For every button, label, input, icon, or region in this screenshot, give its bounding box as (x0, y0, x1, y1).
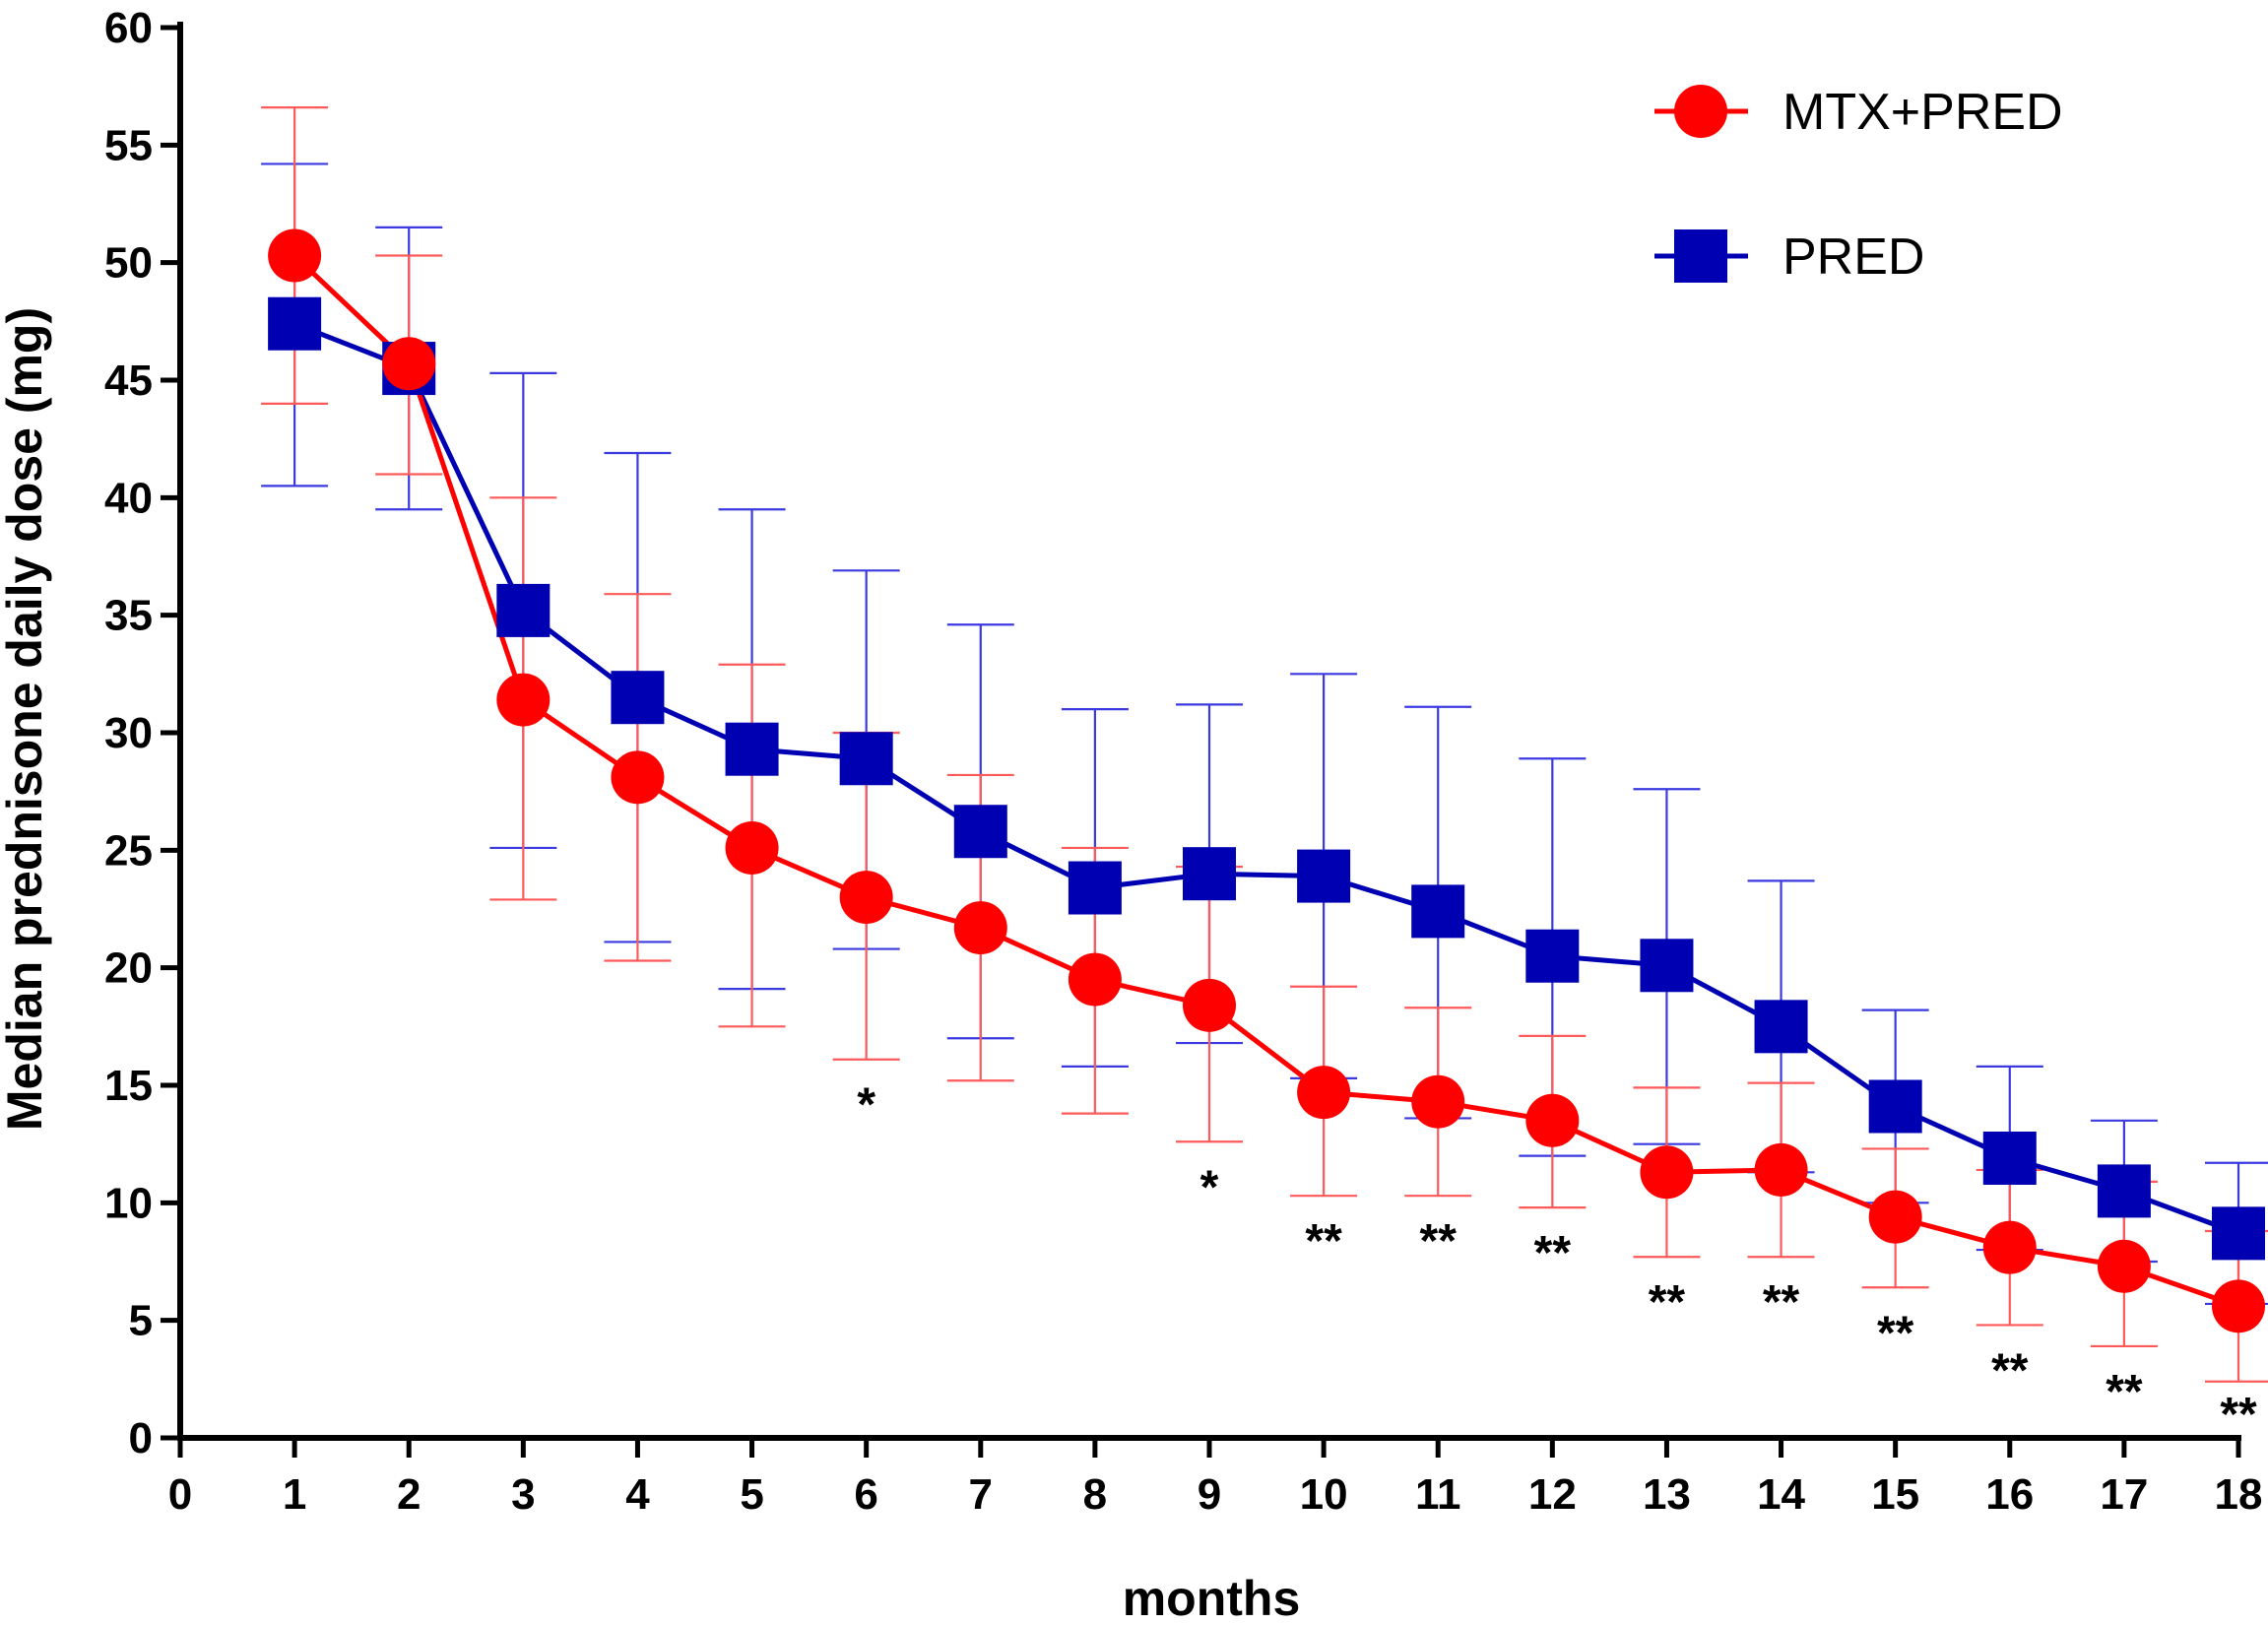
series-line-mtx-pred (292, 253, 2239, 1309)
data-point-pred (1525, 929, 1580, 983)
data-point-pred (2097, 1164, 2151, 1218)
y-tick-label: 25 (104, 826, 153, 875)
data-point-mtx-pred (1183, 978, 1236, 1032)
x-tick-label: 16 (1985, 1470, 2034, 1519)
legend-label: MTX+PRED (1782, 84, 2063, 141)
x-tick-label: 10 (1300, 1470, 1348, 1519)
y-tick-label: 45 (104, 357, 153, 405)
x-tick-label: 6 (854, 1470, 877, 1519)
significance-annotations: **** ** **** ****** ** ** (857, 1079, 2257, 1441)
y-tick-label: 35 (104, 592, 153, 640)
x-tick-label: 17 (2100, 1470, 2148, 1519)
data-point-pred (1868, 1079, 1922, 1134)
data-point-pred (268, 296, 322, 351)
data-point-mtx-pred (1640, 1145, 1694, 1200)
x-tick-label: 3 (511, 1470, 535, 1519)
y-tick-label: 10 (104, 1179, 153, 1227)
significance-marker: ** (2106, 1366, 2143, 1418)
data-point-pred (1411, 884, 1465, 939)
data-point-pred (725, 722, 779, 776)
y-tick-label: 55 (104, 121, 153, 169)
x-tick-label: 8 (1083, 1470, 1107, 1519)
x-tick-label: 14 (1757, 1470, 1805, 1519)
data-point-mtx-pred (953, 901, 1007, 955)
data-point-mtx-pred (725, 820, 779, 875)
x-axis-title: months (1123, 1571, 1301, 1625)
data-point-pred (496, 583, 551, 637)
data-point-mtx-pred (2097, 1239, 2151, 1293)
data-point-mtx-pred (496, 673, 551, 727)
data-point-pred (1297, 849, 1351, 903)
y-tick-label: 30 (104, 709, 153, 757)
data-point-mtx-pred (382, 337, 436, 391)
significance-marker: ** (1305, 1215, 1342, 1268)
y-tick-label: 5 (129, 1297, 153, 1345)
significance-marker: ** (2220, 1389, 2257, 1441)
x-tick-label: 11 (1415, 1470, 1461, 1519)
x-tick-label: 13 (1643, 1470, 1691, 1519)
y-tick-label: 0 (129, 1414, 153, 1462)
data-point-mtx-pred (1982, 1220, 2037, 1274)
data-point-mtx-pred (1868, 1190, 1922, 1244)
data-point-mtx-pred (268, 228, 322, 283)
data-point-pred (1640, 939, 1694, 993)
x-tick-label: 1 (283, 1470, 306, 1519)
significance-marker: ** (1534, 1227, 1572, 1279)
data-point-mtx-pred (1754, 1142, 1808, 1197)
data-point-pred (839, 732, 893, 786)
data-point-mtx-pred (2212, 1279, 2265, 1333)
legend-label: PRED (1782, 228, 1924, 286)
data-point-pred (1068, 861, 1122, 915)
x-tick-label: 2 (397, 1470, 421, 1519)
series-markers (268, 228, 2265, 1333)
data-point-pred (1183, 847, 1236, 901)
significance-marker: ** (1763, 1276, 1800, 1329)
legend-marker-square (1674, 229, 1727, 283)
x-tick-label: 9 (1198, 1470, 1221, 1519)
significance-marker: ** (1991, 1344, 2029, 1397)
legend: MTX+PRED PRED (1654, 84, 2063, 286)
data-point-mtx-pred (1525, 1093, 1580, 1147)
data-point-pred (953, 805, 1007, 859)
x-tick-label: 7 (969, 1470, 993, 1519)
data-point-pred (1982, 1131, 2037, 1185)
y-tick-label: 20 (104, 944, 153, 993)
y-tick-label: 50 (104, 239, 153, 288)
x-tick-label: 4 (625, 1470, 650, 1519)
data-point-mtx-pred (1411, 1074, 1465, 1129)
x-tick-label: 0 (168, 1470, 192, 1519)
data-point-mtx-pred (1068, 952, 1122, 1007)
data-point-pred (2212, 1206, 2265, 1261)
x-tick-label: 12 (1528, 1470, 1577, 1519)
significance-marker: * (857, 1079, 875, 1132)
significance-marker: ** (1877, 1307, 1914, 1359)
y-tick-label: 60 (104, 4, 153, 52)
data-point-mtx-pred (1297, 1066, 1351, 1120)
y-axis-title: Median prednisone daily dose (mg) (0, 307, 52, 1131)
significance-marker: ** (1649, 1276, 1686, 1329)
significance-marker: * (1200, 1161, 1219, 1213)
x-tick-label: 15 (1871, 1470, 1919, 1519)
data-point-mtx-pred (839, 871, 893, 925)
error-bars (261, 106, 2268, 1383)
y-tick-label: 15 (104, 1062, 153, 1110)
series-line-pred (293, 321, 2239, 1236)
data-point-mtx-pred (611, 750, 665, 805)
legend-marker-circle (1674, 85, 1727, 138)
data-point-pred (1754, 1000, 1808, 1054)
x-tick-label: 5 (740, 1470, 763, 1519)
data-point-pred (611, 671, 665, 725)
series-lines (292, 253, 2239, 1309)
y-tick-label: 40 (104, 474, 153, 522)
significance-marker: ** (1420, 1215, 1458, 1268)
x-tick-label: 18 (2215, 1470, 2263, 1519)
